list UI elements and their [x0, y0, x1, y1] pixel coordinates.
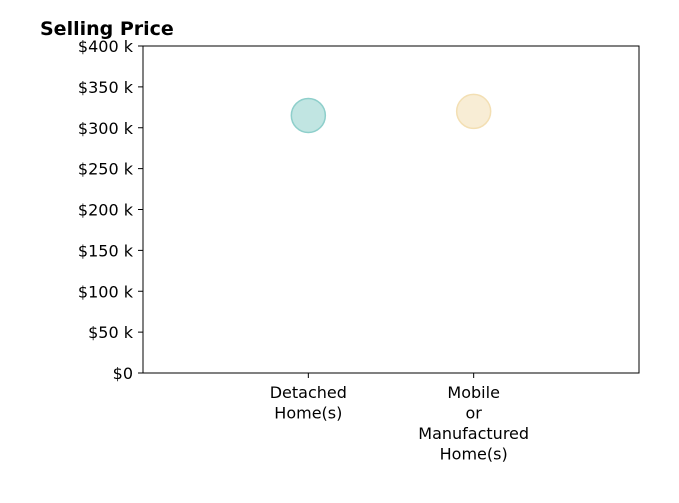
x-tick-label-line: Home(s)	[440, 445, 508, 464]
y-tick-label: $350 k	[78, 78, 134, 97]
x-tick-label-line: or	[465, 404, 482, 423]
plot-area-frame	[142, 45, 640, 374]
x-tick-label-line: Mobile	[447, 383, 499, 402]
chart-marks	[290, 93, 492, 134]
y-tick-label: $250 k	[78, 160, 134, 179]
y-tick-label: $300 k	[78, 119, 134, 138]
x-axis: Detached Home(s) Mobile or Manufactured Home(…	[270, 373, 529, 464]
data-point	[290, 97, 327, 134]
chart-title: Selling Price	[40, 18, 174, 40]
x-tick-label-line: Manufactured	[418, 424, 529, 443]
y-tick-label: $400 k	[78, 37, 134, 56]
x-tick-label: Detached Home(s)	[270, 383, 347, 423]
y-tick-label: $150 k	[78, 241, 134, 260]
y-tick-label: $200 k	[78, 201, 134, 220]
data-point	[455, 93, 492, 130]
y-axis: $0 $50 k $100 k $150 k $200 k $250 k $300 k $35…	[78, 37, 143, 383]
x-tick-label-line: Home(s)	[274, 404, 342, 423]
x-tick-label: Mobile or Manufactured Home(s)	[418, 383, 529, 464]
y-tick-label: $0	[113, 364, 133, 383]
y-tick-label: $50 k	[88, 323, 134, 342]
x-tick-label-line: Detached	[270, 383, 347, 402]
y-tick-label: $100 k	[78, 282, 134, 301]
